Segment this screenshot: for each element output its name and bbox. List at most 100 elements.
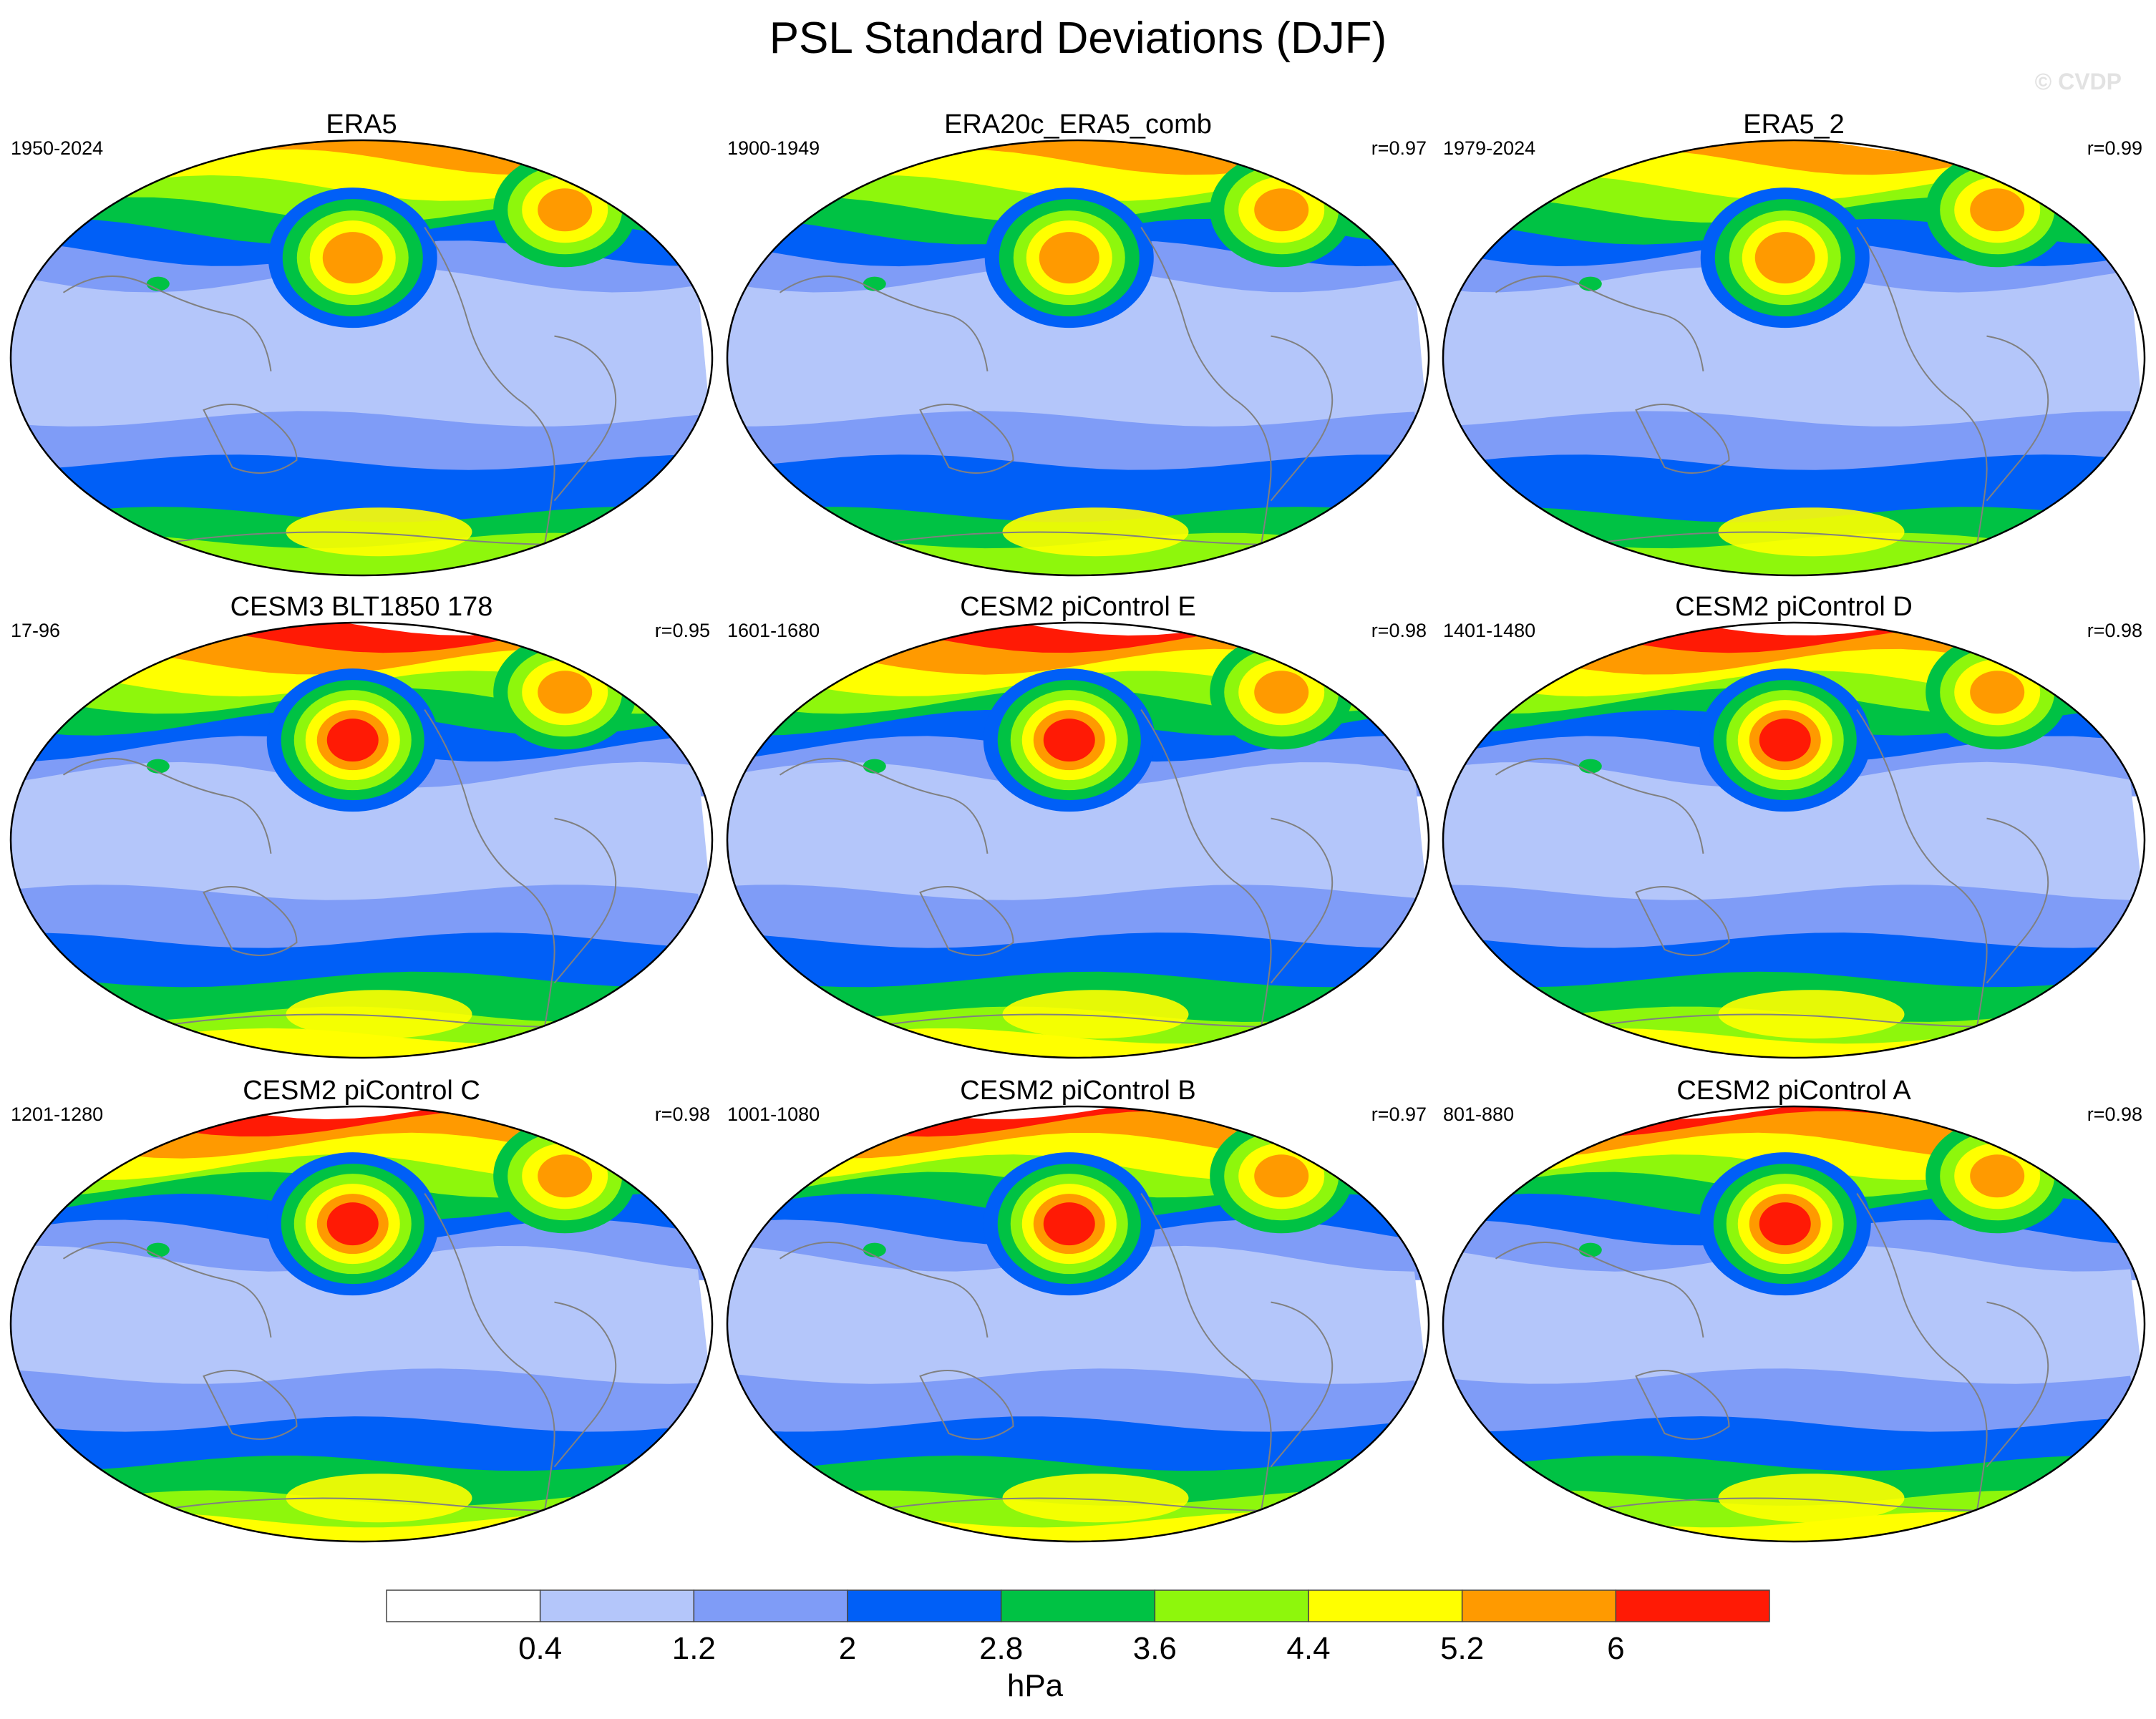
coastline: [779, 275, 989, 371]
colorbar-unit: hPa: [1007, 1668, 1064, 1703]
contour-band: [1970, 671, 2025, 714]
coastline: [1270, 817, 1334, 984]
map-outline: [9, 1105, 714, 1543]
contour-band: [863, 759, 886, 774]
panel-correlation: r=0.98: [1371, 620, 1427, 641]
panel-period: 17-96: [11, 620, 60, 641]
colorbar-tick-label: 1.2: [672, 1631, 716, 1666]
coastline: [1140, 709, 1272, 1053]
coastline: [1635, 1369, 1730, 1440]
coastline: [1140, 227, 1272, 571]
map-outline: [9, 621, 714, 1059]
panel-correlation: r=0.98: [2087, 620, 2142, 641]
colorbar-tick-label: 4.4: [1286, 1631, 1330, 1666]
coastline: [203, 403, 298, 474]
panel-title: CESM2 piControl B: [960, 1076, 1195, 1106]
map-panel: ERA20c_ERA5_comb 1900-1949 r=0.97: [726, 109, 1430, 577]
map-field: [11, 1106, 712, 1542]
coastline: [1986, 335, 2049, 502]
contour-band: [286, 990, 472, 1039]
contour-band: [11, 761, 712, 914]
contour-band: [538, 188, 593, 232]
panel-period: 1900-1949: [727, 137, 820, 159]
map-field: [727, 623, 1429, 1058]
panel-title: CESM2 piControl D: [1675, 592, 1913, 622]
contour-band: [1254, 671, 1309, 714]
map-outline: [726, 621, 1430, 1059]
coastline: [1635, 403, 1730, 474]
contour-band: [1254, 1154, 1309, 1198]
colorbar-tick-label: 6: [1607, 1631, 1624, 1666]
colorbar: 0.4 1.2 2 2.8 3.6 4.4 5.2 6 hPa: [386, 1589, 1770, 1703]
map-panel: CESM2 piControl C 1201-1280 r=0.98: [9, 1076, 714, 1543]
colorbar-swatch: [1615, 1589, 1770, 1622]
contour-band: [1578, 276, 1602, 291]
contour-band: [11, 1245, 712, 1398]
colorbar-swatch: [1154, 1589, 1309, 1622]
map-field: [1443, 623, 2145, 1058]
map-panel: ERA5 1950-2024: [9, 109, 714, 577]
figure-title: PSL Standard Deviations (DJF): [769, 14, 1387, 63]
panel-period: 1201-1280: [11, 1104, 103, 1125]
coastline: [1986, 817, 2049, 984]
contour-band: [1718, 1474, 1905, 1523]
map-panel: CESM3 BLT1850 178 17-96 r=0.95: [9, 592, 714, 1059]
colorbar-tick-label: 2.8: [979, 1631, 1023, 1666]
map-outline: [726, 1105, 1430, 1543]
coastline: [1270, 1301, 1334, 1468]
colorbar-swatch: [539, 1589, 695, 1622]
contour-band: [727, 266, 1429, 441]
coastline: [1856, 227, 1988, 571]
panel-correlation: r=0.98: [2087, 1104, 2142, 1125]
contour-band: [1039, 232, 1099, 284]
panel-correlation: r=0.98: [655, 1104, 710, 1125]
coastline: [1495, 275, 1704, 371]
contour-band: [11, 1368, 712, 1446]
colorbar-tick-label: 0.4: [518, 1631, 562, 1666]
panel-title: ERA5_2: [1743, 109, 1845, 140]
coastline: [1856, 1193, 1988, 1537]
map-field: [727, 1106, 1429, 1542]
contour-band: [1718, 990, 1905, 1039]
colorbar-swatch: [1308, 1589, 1463, 1622]
panel-period: 1401-1480: [1443, 620, 1535, 641]
contour-band: [322, 232, 383, 284]
contour-band: [1754, 232, 1815, 284]
coastline: [62, 1241, 272, 1338]
panel-title: CESM2 piControl E: [960, 592, 1195, 622]
coastline: [62, 757, 272, 854]
colorbar-tick-label: 2: [839, 1631, 856, 1666]
coastline: [424, 227, 555, 571]
colorbar-swatch: [1000, 1589, 1156, 1622]
coastline: [1495, 1241, 1704, 1338]
coastline: [553, 1301, 617, 1468]
coastline: [779, 757, 989, 854]
panel-title: CESM3 BLT1850 178: [230, 592, 493, 622]
map-field: [11, 623, 712, 1058]
contour-band: [1443, 761, 2145, 914]
panel-period: 1950-2024: [11, 137, 103, 159]
coastline: [919, 403, 1014, 474]
map-panel: CESM2 piControl E 1601-1680 r=0.98: [726, 592, 1430, 1059]
map-panel: CESM2 piControl D 1401-1480 r=0.98: [1442, 592, 2146, 1059]
contour-band: [1002, 1474, 1189, 1523]
colorbar-swatch: [1461, 1589, 1617, 1622]
contour-band: [1002, 990, 1189, 1039]
panel-correlation: r=0.97: [1371, 137, 1427, 159]
map-field: [11, 140, 712, 575]
panel-period: 801-880: [1443, 1104, 1514, 1125]
coastline: [424, 1193, 555, 1537]
panel-period: 1979-2024: [1443, 137, 1535, 159]
panel-correlation: r=0.99: [2087, 137, 2142, 159]
contour-band: [1443, 266, 2145, 441]
panel-period: 1001-1080: [727, 1104, 820, 1125]
contour-band: [1443, 1245, 2145, 1398]
contour-band: [1759, 1202, 1811, 1246]
contour-band: [286, 507, 472, 557]
colorbar-swatch: [693, 1589, 848, 1622]
contour-band: [538, 1154, 593, 1198]
contour-band: [1043, 1202, 1095, 1246]
coastline: [1140, 1193, 1272, 1537]
